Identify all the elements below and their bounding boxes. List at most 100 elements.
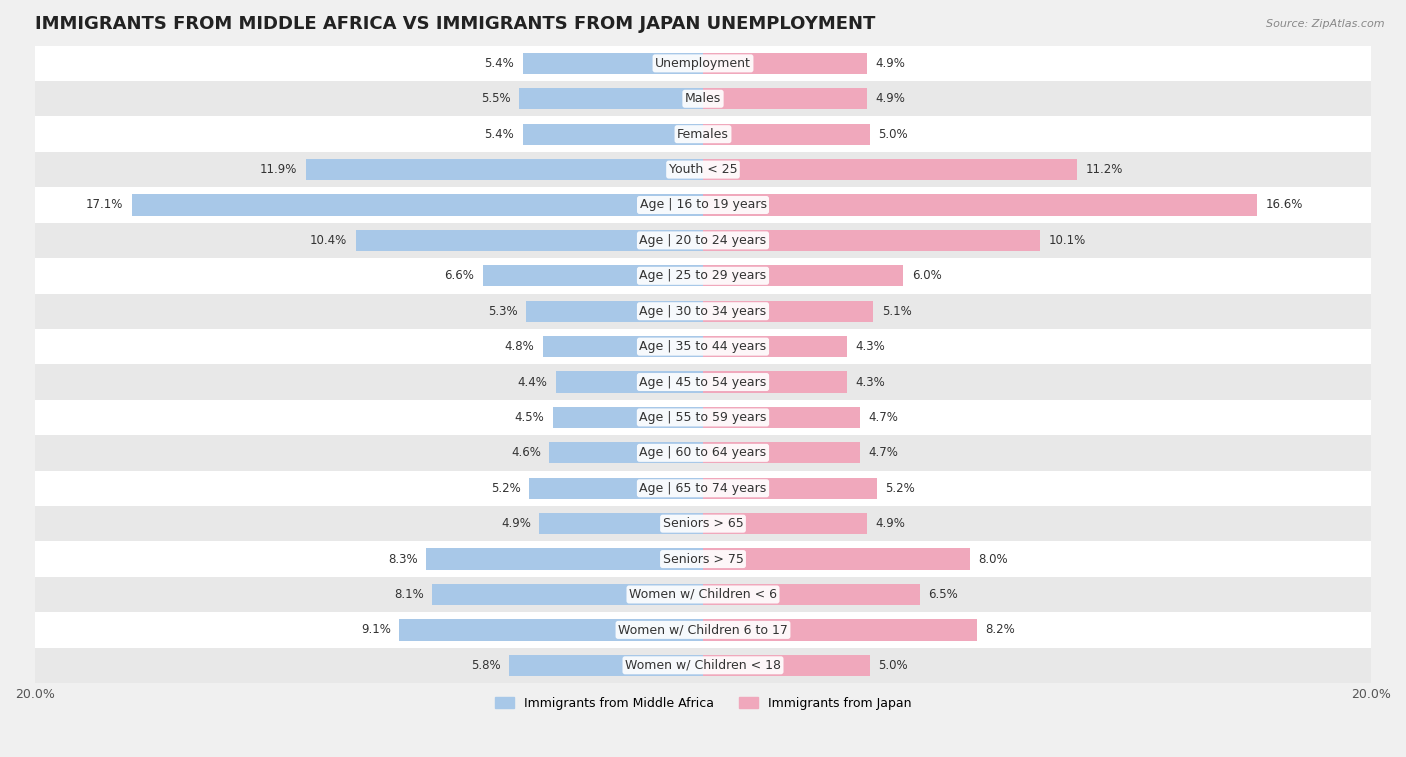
Text: Source: ZipAtlas.com: Source: ZipAtlas.com: [1267, 19, 1385, 29]
Bar: [433, 584, 703, 605]
Text: Unemployment: Unemployment: [655, 57, 751, 70]
Bar: [526, 301, 703, 322]
Bar: [35, 612, 1371, 647]
Text: Seniors > 65: Seniors > 65: [662, 517, 744, 530]
Bar: [703, 619, 977, 640]
Text: Females: Females: [678, 128, 728, 141]
Bar: [703, 655, 870, 676]
Text: 5.0%: 5.0%: [879, 659, 908, 671]
Text: 4.9%: 4.9%: [875, 57, 905, 70]
Bar: [509, 655, 703, 676]
Text: 4.9%: 4.9%: [875, 92, 905, 105]
Text: 11.2%: 11.2%: [1085, 163, 1123, 176]
Text: Age | 20 to 24 years: Age | 20 to 24 years: [640, 234, 766, 247]
Bar: [703, 159, 1077, 180]
Text: 8.1%: 8.1%: [394, 588, 425, 601]
Text: 4.5%: 4.5%: [515, 411, 544, 424]
Bar: [35, 258, 1371, 294]
Text: Women w/ Children 6 to 17: Women w/ Children 6 to 17: [619, 623, 787, 637]
Bar: [703, 549, 970, 570]
Bar: [35, 117, 1371, 152]
Text: Age | 30 to 34 years: Age | 30 to 34 years: [640, 305, 766, 318]
Text: 6.5%: 6.5%: [928, 588, 959, 601]
Text: Age | 35 to 44 years: Age | 35 to 44 years: [640, 340, 766, 353]
Text: 4.7%: 4.7%: [869, 411, 898, 424]
Text: 5.0%: 5.0%: [879, 128, 908, 141]
Bar: [703, 336, 846, 357]
Text: Youth < 25: Youth < 25: [669, 163, 737, 176]
Bar: [703, 478, 877, 499]
Text: 11.9%: 11.9%: [260, 163, 297, 176]
Legend: Immigrants from Middle Africa, Immigrants from Japan: Immigrants from Middle Africa, Immigrant…: [491, 692, 915, 715]
Bar: [529, 478, 703, 499]
Bar: [703, 372, 846, 393]
Bar: [35, 187, 1371, 223]
Bar: [35, 577, 1371, 612]
Bar: [519, 88, 703, 110]
Text: 5.8%: 5.8%: [471, 659, 501, 671]
Text: 6.0%: 6.0%: [911, 269, 942, 282]
Bar: [35, 81, 1371, 117]
Text: 4.3%: 4.3%: [855, 340, 884, 353]
Bar: [35, 435, 1371, 471]
Bar: [35, 223, 1371, 258]
Bar: [305, 159, 703, 180]
Text: 10.1%: 10.1%: [1049, 234, 1085, 247]
Text: 5.1%: 5.1%: [882, 305, 911, 318]
Text: 5.5%: 5.5%: [481, 92, 510, 105]
Text: 5.2%: 5.2%: [884, 481, 915, 495]
Text: 10.4%: 10.4%: [309, 234, 347, 247]
Text: Age | 60 to 64 years: Age | 60 to 64 years: [640, 447, 766, 459]
Bar: [555, 372, 703, 393]
Text: 8.3%: 8.3%: [388, 553, 418, 565]
Bar: [703, 123, 870, 145]
Bar: [35, 506, 1371, 541]
Bar: [356, 230, 703, 251]
Text: 4.9%: 4.9%: [501, 517, 531, 530]
Bar: [540, 513, 703, 534]
Bar: [703, 407, 860, 428]
Text: 4.6%: 4.6%: [512, 447, 541, 459]
Bar: [35, 400, 1371, 435]
Text: Age | 55 to 59 years: Age | 55 to 59 years: [640, 411, 766, 424]
Text: Age | 45 to 54 years: Age | 45 to 54 years: [640, 375, 766, 388]
Bar: [35, 294, 1371, 329]
Bar: [550, 442, 703, 463]
Text: 5.3%: 5.3%: [488, 305, 517, 318]
Bar: [703, 513, 866, 534]
Text: Women w/ Children < 6: Women w/ Children < 6: [628, 588, 778, 601]
Bar: [426, 549, 703, 570]
Text: 5.2%: 5.2%: [491, 481, 522, 495]
Bar: [35, 45, 1371, 81]
Bar: [35, 541, 1371, 577]
Text: 4.3%: 4.3%: [855, 375, 884, 388]
Text: 4.8%: 4.8%: [505, 340, 534, 353]
Text: 6.6%: 6.6%: [444, 269, 474, 282]
Text: Males: Males: [685, 92, 721, 105]
Bar: [543, 336, 703, 357]
Text: 5.4%: 5.4%: [485, 57, 515, 70]
Text: 8.2%: 8.2%: [986, 623, 1015, 637]
Text: Seniors > 75: Seniors > 75: [662, 553, 744, 565]
Bar: [35, 152, 1371, 187]
Bar: [35, 471, 1371, 506]
Bar: [703, 584, 920, 605]
Bar: [703, 301, 873, 322]
Text: Age | 25 to 29 years: Age | 25 to 29 years: [640, 269, 766, 282]
Bar: [482, 265, 703, 286]
Text: 4.9%: 4.9%: [875, 517, 905, 530]
Bar: [553, 407, 703, 428]
Text: 5.4%: 5.4%: [485, 128, 515, 141]
Bar: [523, 53, 703, 74]
Text: 4.4%: 4.4%: [517, 375, 548, 388]
Bar: [703, 195, 1257, 216]
Bar: [35, 329, 1371, 364]
Bar: [703, 265, 904, 286]
Text: Age | 65 to 74 years: Age | 65 to 74 years: [640, 481, 766, 495]
Text: Age | 16 to 19 years: Age | 16 to 19 years: [640, 198, 766, 211]
Bar: [703, 53, 866, 74]
Text: Women w/ Children < 18: Women w/ Children < 18: [626, 659, 780, 671]
Text: 4.7%: 4.7%: [869, 447, 898, 459]
Text: 17.1%: 17.1%: [86, 198, 124, 211]
Bar: [703, 88, 866, 110]
